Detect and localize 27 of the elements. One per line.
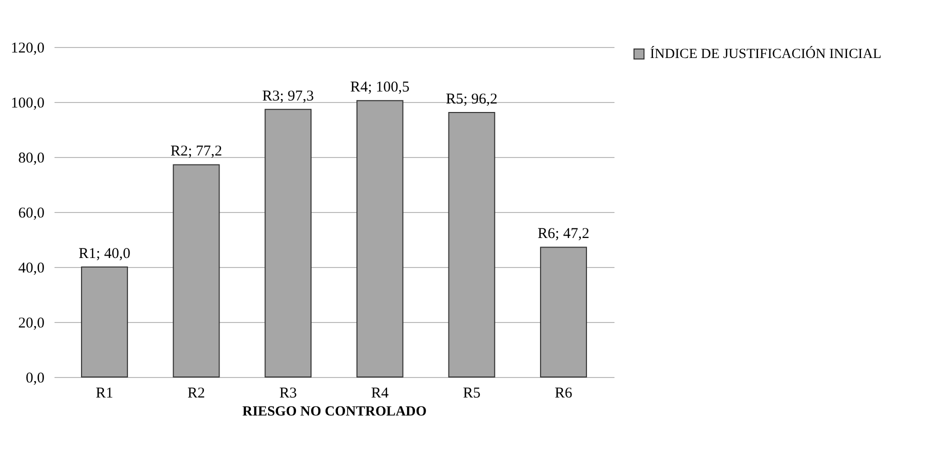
x-tick-label: R6 <box>554 386 573 402</box>
data-label: R2; 77,2 <box>170 144 222 160</box>
data-label: R1; 40,0 <box>78 246 130 262</box>
y-tick-label: 120,0 <box>10 40 44 56</box>
data-label: R3; 97,3 <box>262 88 314 104</box>
bar <box>448 112 496 378</box>
bar <box>264 108 312 378</box>
bar <box>356 100 404 378</box>
x-tick-label: R4 <box>371 386 390 402</box>
y-tick-label: 0,0 <box>26 370 44 386</box>
data-label: R5; 96,2 <box>446 91 498 108</box>
y-tick-label: 80,0 <box>18 150 44 166</box>
legend-label: ÍNDICE DE JUSTIFICACIÓN INICIAL <box>650 45 882 62</box>
bar <box>172 164 220 378</box>
x-axis-title: RIESGO NO CONTROLADO <box>242 404 427 420</box>
x-tick-label: R3 <box>279 386 297 402</box>
bar <box>540 246 587 378</box>
bar <box>81 266 128 378</box>
x-tick-label: R1 <box>96 386 114 402</box>
data-label: R6; 47,2 <box>538 226 590 242</box>
y-tick-label: 60,0 <box>18 206 44 222</box>
y-tick-label: 20,0 <box>18 316 44 332</box>
x-tick-label: R2 <box>188 386 206 402</box>
y-tick-label: 40,0 <box>18 260 44 276</box>
data-label: R4; 100,5 <box>350 80 410 96</box>
x-tick-label: R5 <box>462 386 480 402</box>
y-tick-label: 100,0 <box>10 96 44 112</box>
